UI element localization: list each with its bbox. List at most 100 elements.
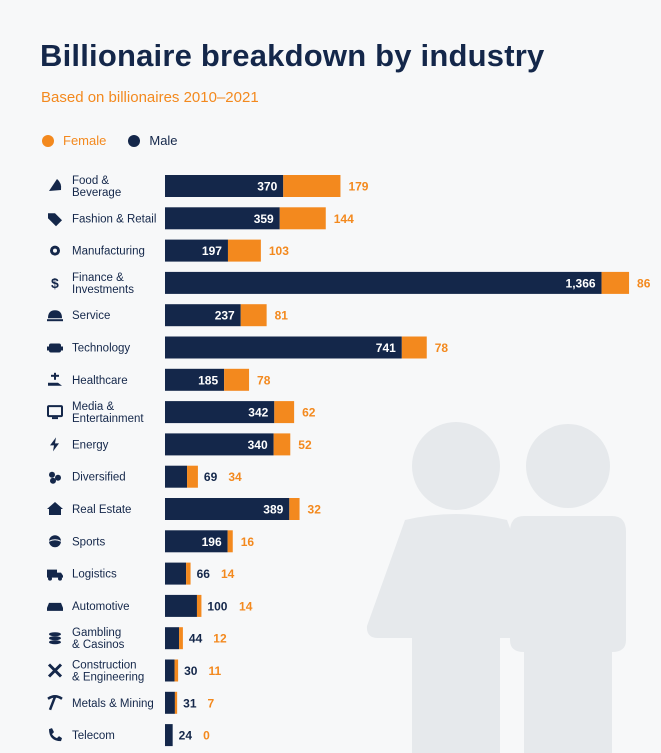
category-label: Automotive (72, 601, 130, 613)
bar-row: Service 237 81 (47, 304, 289, 327)
value-label-male: 69 (204, 470, 218, 484)
bar-female (224, 368, 250, 391)
robot-icon (47, 343, 63, 353)
bar-female (289, 498, 300, 520)
category-label: Manufacturing (72, 246, 145, 258)
value-label-female: 86 (637, 276, 651, 290)
pickaxe-icon (47, 695, 63, 711)
bar-male (165, 530, 228, 553)
value-label-female: 34 (228, 470, 242, 484)
bar-female (174, 659, 179, 682)
value-label-female: 81 (275, 309, 289, 323)
bar-male (165, 627, 180, 650)
gear-icon (50, 245, 60, 256)
dollar-icon: $ (51, 275, 59, 291)
bar-male (165, 659, 175, 682)
chart-subtitle: Based on billionaires 2010–2021 (41, 89, 259, 106)
value-label-male: 196 (202, 535, 222, 549)
bar-male (165, 368, 225, 391)
pizza-icon (49, 179, 62, 191)
tag-icon (48, 213, 62, 227)
legend-swatch-female (42, 134, 54, 147)
bar-male (165, 207, 280, 230)
value-label-female: 144 (334, 212, 354, 226)
bar-row: Automotive 100 14 (47, 594, 253, 617)
phone-icon (49, 728, 62, 742)
bar-row: Media & Entertainment 342 62 (47, 401, 316, 425)
bar-male (165, 465, 188, 488)
value-label-male: 24 (179, 729, 193, 743)
value-label-female: 16 (241, 535, 255, 549)
category-label: Healthcare (72, 375, 128, 387)
category-label: Food & Beverage (72, 175, 121, 199)
value-label-male: 741 (376, 341, 396, 355)
bar-female (187, 465, 198, 488)
bar-female (274, 401, 295, 424)
bar-male (165, 304, 241, 327)
value-label-female: 7 (208, 696, 215, 710)
bar-male (165, 498, 290, 520)
value-label-female: 12 (213, 632, 227, 646)
female-silhouette-body (366, 514, 546, 753)
bar-female (240, 304, 267, 327)
value-label-female: 11 (209, 664, 222, 678)
category-label: Technology (72, 343, 130, 355)
bar-female (401, 336, 427, 359)
bar-row: Gambling & Casinos 44 12 (49, 627, 227, 651)
lightning-icon (50, 437, 59, 452)
category-label: Service (72, 310, 110, 322)
value-label-male: 197 (202, 244, 222, 258)
bar-male (165, 594, 197, 617)
value-label-female: 62 (302, 406, 316, 420)
value-label-male: 340 (248, 438, 268, 452)
bar-row: Diversified 69 34 (49, 465, 242, 488)
category-label: Real Estate (72, 504, 131, 516)
value-label-female: 103 (269, 244, 289, 258)
chart-title: Billionaire breakdown by industry (40, 38, 545, 73)
value-label-male: 31 (183, 696, 197, 710)
bar-row: Real Estate 389 32 (47, 498, 321, 520)
tools-icon (47, 663, 63, 678)
bar-row: Construction & Engineering 30 11 (47, 659, 222, 684)
coins-icon (49, 632, 61, 645)
bar-female (601, 271, 630, 294)
value-label-male: 185 (198, 373, 218, 387)
legend-item-female: Female (42, 133, 106, 148)
value-label-female: 179 (348, 180, 368, 194)
bar-row: Metals & Mining 31 7 (47, 691, 215, 714)
legend: Female Male (42, 133, 200, 148)
legend-label-female: Female (63, 133, 107, 148)
bar-male (165, 336, 402, 359)
bar-male (165, 401, 275, 424)
value-label-male: 342 (248, 406, 268, 420)
bar-female (227, 530, 233, 553)
bar-row: Telecom 24 0 (49, 724, 210, 747)
category-label: Metals & Mining (72, 698, 154, 710)
category-label: Fashion & Retail (72, 213, 156, 225)
value-label-female: 14 (221, 567, 235, 581)
category-label: Energy (72, 439, 109, 451)
value-label-female: 78 (435, 341, 449, 355)
bar-row: Technology 741 78 (47, 336, 449, 359)
category-label: Sports (72, 536, 105, 548)
male-silhouette-body (510, 516, 626, 753)
value-label-male: 30 (184, 664, 198, 678)
category-label: Diversified (72, 472, 126, 484)
car-icon (47, 602, 63, 611)
bar-male (165, 175, 284, 197)
value-label-female: 32 (308, 503, 322, 517)
male-silhouette-head (526, 424, 610, 508)
bar-row: Manufacturing 197 103 (50, 239, 289, 262)
value-label-female: 14 (239, 599, 253, 613)
category-label: Construction & Engineering (72, 660, 144, 684)
value-label-male: 66 (197, 567, 211, 581)
bar-row: $ Finance & Investments 1,366 86 (51, 271, 651, 296)
bars-group: Food & Beverage 370 179 Fashion & Retail 359 1… (47, 175, 651, 747)
monitor-icon (47, 405, 63, 420)
legend-item-male: Male (128, 133, 178, 148)
bar-male (165, 239, 228, 262)
bar-male (165, 724, 173, 747)
service-bell-icon (47, 310, 63, 322)
silhouettes (366, 422, 626, 753)
